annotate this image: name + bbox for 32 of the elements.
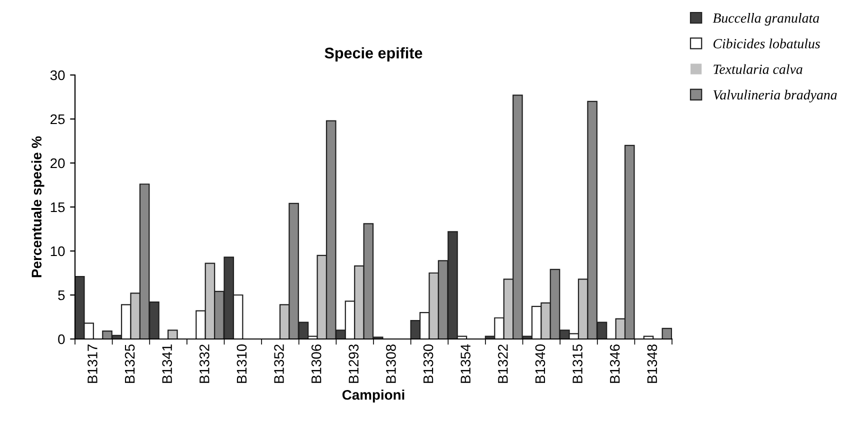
x-tick-label: B1346 — [610, 344, 620, 383]
x-tick-label: B1308 — [386, 344, 396, 383]
legend-label: Cibicides lobatulus — [713, 38, 820, 48]
x-tick-label: B1330 — [423, 344, 434, 383]
x-tick-label: B1306 — [311, 344, 322, 383]
x-tick-label: B1317 — [88, 344, 98, 383]
x-tick-label: B1332 — [199, 344, 210, 383]
legend-label: Valvulineria bradyana — [713, 90, 837, 102]
x-tick-label: B1354 — [460, 344, 471, 383]
y-tick-label: 10 — [50, 246, 65, 256]
chart-title: Specie epifite — [324, 47, 422, 62]
legend-label: Buccella granulata — [712, 13, 820, 26]
y-tick-label: 20 — [50, 158, 65, 168]
x-axis-title: Campioni — [342, 390, 404, 403]
y-tick-label: 25 — [50, 114, 65, 124]
x-tick-label: B1348 — [647, 344, 658, 383]
x-tick-label: B1340 — [535, 344, 546, 383]
x-tick-label: B1325 — [124, 344, 135, 383]
y-axis-title: Percentuale specie % — [31, 136, 44, 278]
bar — [662, 328, 672, 339]
legend-label: Textularia calva — [714, 64, 802, 74]
y-tick-label: 5 — [58, 290, 65, 300]
x-tick-label: B1293 — [348, 344, 359, 383]
x-tick-label: B1322 — [498, 344, 508, 383]
y-tick-label: 15 — [50, 202, 65, 212]
bar — [167, 330, 178, 339]
y-tick-label: 0 — [58, 334, 65, 344]
x-tick-label: B1352 — [274, 344, 284, 383]
x-tick-label: B1341 — [162, 344, 172, 383]
x-tick-label: B1310 — [236, 344, 247, 383]
x-tick-label: B1315 — [572, 344, 582, 383]
y-tick-label: 30 — [50, 70, 65, 80]
